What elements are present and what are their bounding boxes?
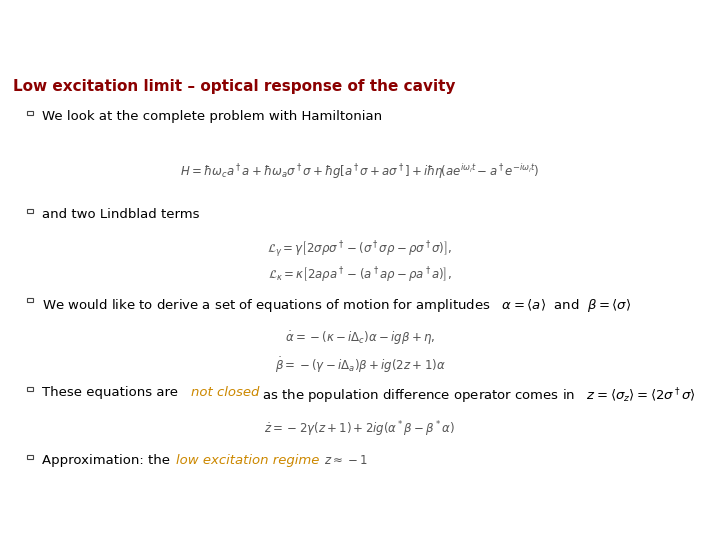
Bar	[27, 111, 33, 115]
Text: $\mathcal{L}_\gamma = \gamma\left[2\sigma\rho\sigma^\dagger - (\sigma^\dagger\si: $\mathcal{L}_\gamma = \gamma\left[2\sigm…	[267, 239, 453, 260]
Text: These equations are: These equations are	[42, 386, 182, 399]
Text: $\dot{z} = -2\gamma(z+1) + 2ig(\alpha^*\beta - \beta^*\alpha)$: $\dot{z} = -2\gamma(z+1) + 2ig(\alpha^*\…	[264, 419, 456, 438]
Text: low excitation regime: low excitation regime	[176, 454, 319, 467]
Text: $H = \hbar\omega_c a^\dagger a + \hbar\omega_a \sigma^\dagger\sigma + \hbar g\le: $H = \hbar\omega_c a^\dagger a + \hbar\o…	[180, 163, 540, 181]
Bar	[27, 298, 33, 302]
Bar	[27, 209, 33, 213]
Text: Approximation: the: Approximation: the	[42, 454, 174, 467]
Bar	[27, 455, 33, 459]
Text: We would like to derive a set of equations of motion for amplitudes   $\alpha = : We would like to derive a set of equatio…	[42, 297, 631, 314]
Text: Cavity-TLS optical linear response: Cavity-TLS optical linear response	[9, 25, 339, 44]
Text: $\mathcal{L}_\kappa = \kappa\left[2a\rho a^\dagger - (a^\dagger a\rho - \rho a^\: $\mathcal{L}_\kappa = \kappa\left[2a\rho…	[268, 265, 452, 285]
Text: as the population difference operator comes in   $z = \langle\sigma_z\rangle = \: as the population difference operator co…	[258, 386, 696, 406]
Text: $\dot{\beta} = -(\gamma - i\Delta_a)\beta + ig(2z+1)\alpha$: $\dot{\beta} = -(\gamma - i\Delta_a)\bet…	[274, 356, 446, 375]
Bar	[27, 387, 33, 391]
Text: $z \approx -1$: $z \approx -1$	[313, 454, 368, 467]
Text: We look at the complete problem with Hamiltonian: We look at the complete problem with Ham…	[42, 110, 382, 123]
Text: not closed: not closed	[191, 386, 259, 399]
Text: Low excitation limit – optical response of the cavity: Low excitation limit – optical response …	[13, 79, 456, 94]
Text: $\dot{\alpha} = -(\kappa - i\Delta_c)\alpha - ig\beta + \eta,$: $\dot{\alpha} = -(\kappa - i\Delta_c)\al…	[285, 330, 435, 347]
Text: and two Lindblad terms: and two Lindblad terms	[42, 208, 199, 221]
